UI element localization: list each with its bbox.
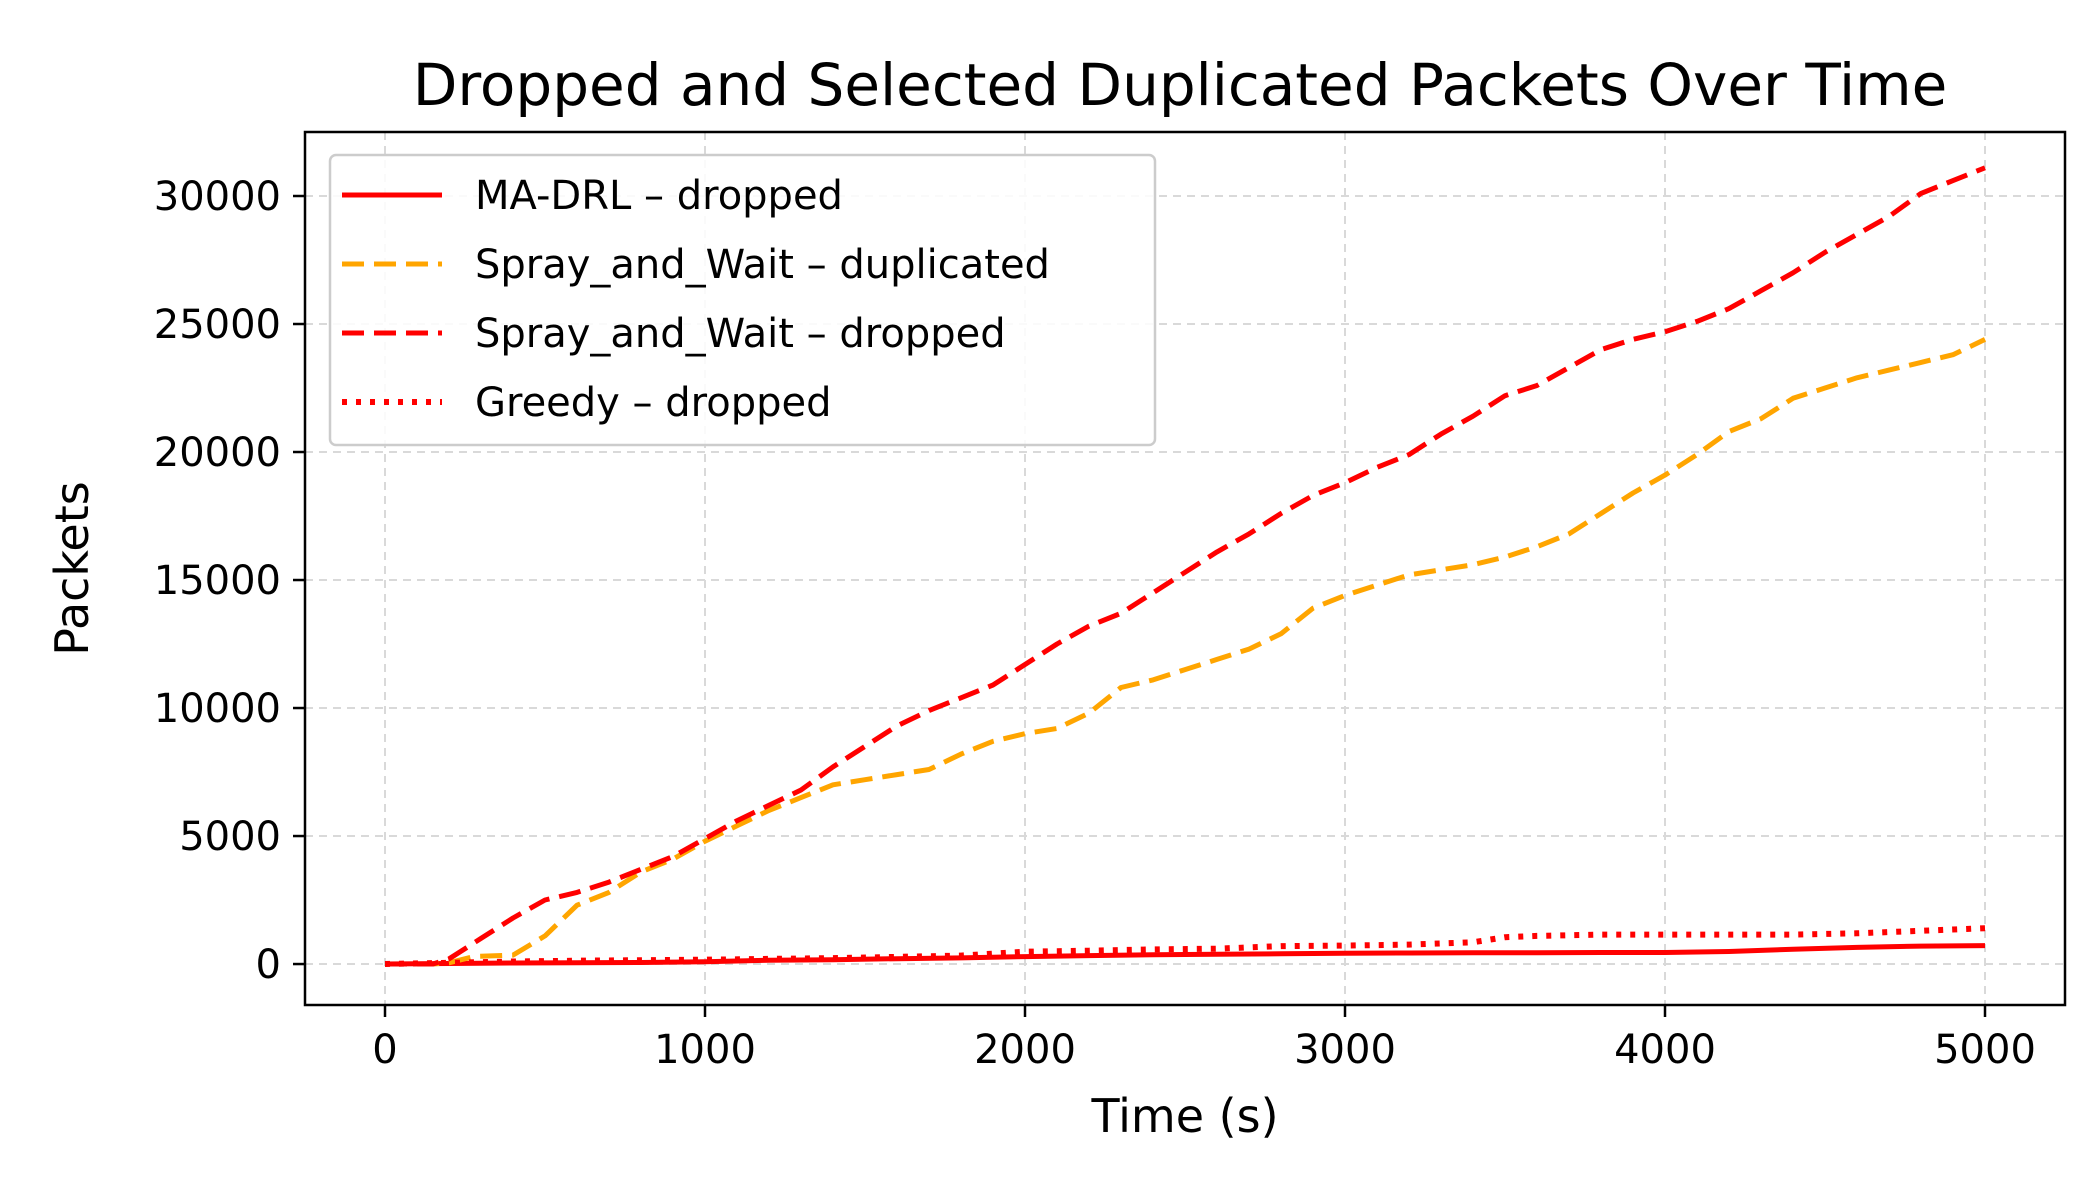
legend: MA-DRL – dropped Spray_and_Wait – duplica… [328,153,1157,447]
axis-ticks: 0 1000 2000 3000 4000 5000 0 5000 10000 15000 2000… [154,174,2036,1073]
y-tick-label: 0 [256,942,281,988]
x-tick-label: 4000 [1614,1027,1716,1073]
y-tick-label: 5000 [179,814,281,860]
legend-label-0: MA-DRL – dropped [475,173,843,219]
legend-label-3: Greedy – dropped [475,380,831,426]
y-axis-label: Packets [45,481,99,655]
series-line-2 [385,165,1986,967]
plot-frame [303,130,2067,1007]
legend-label-2: Spray_and_Wait – dropped [475,311,1006,357]
y-tick-label: 20000 [154,430,281,476]
x-tick-label: 5000 [1934,1027,2036,1073]
x-tick-label: 0 [372,1027,397,1073]
y-tick-label: 15000 [154,558,281,604]
plot-series [384,165,1987,967]
chart-title: Dropped and Selected Duplicated Packets … [413,51,1948,119]
legend-box [328,153,1157,447]
y-tick-label: 30000 [154,174,281,220]
x-tick-label: 3000 [1294,1027,1396,1073]
y-tick-label: 25000 [154,302,281,348]
x-axis-label: Time (s) [1090,1089,1278,1143]
y-tick-label: 10000 [154,686,281,732]
legend-label-1: Spray_and_Wait – duplicated [475,242,1050,288]
x-tick-label: 2000 [974,1027,1076,1073]
x-tick-label: 1000 [654,1027,756,1073]
